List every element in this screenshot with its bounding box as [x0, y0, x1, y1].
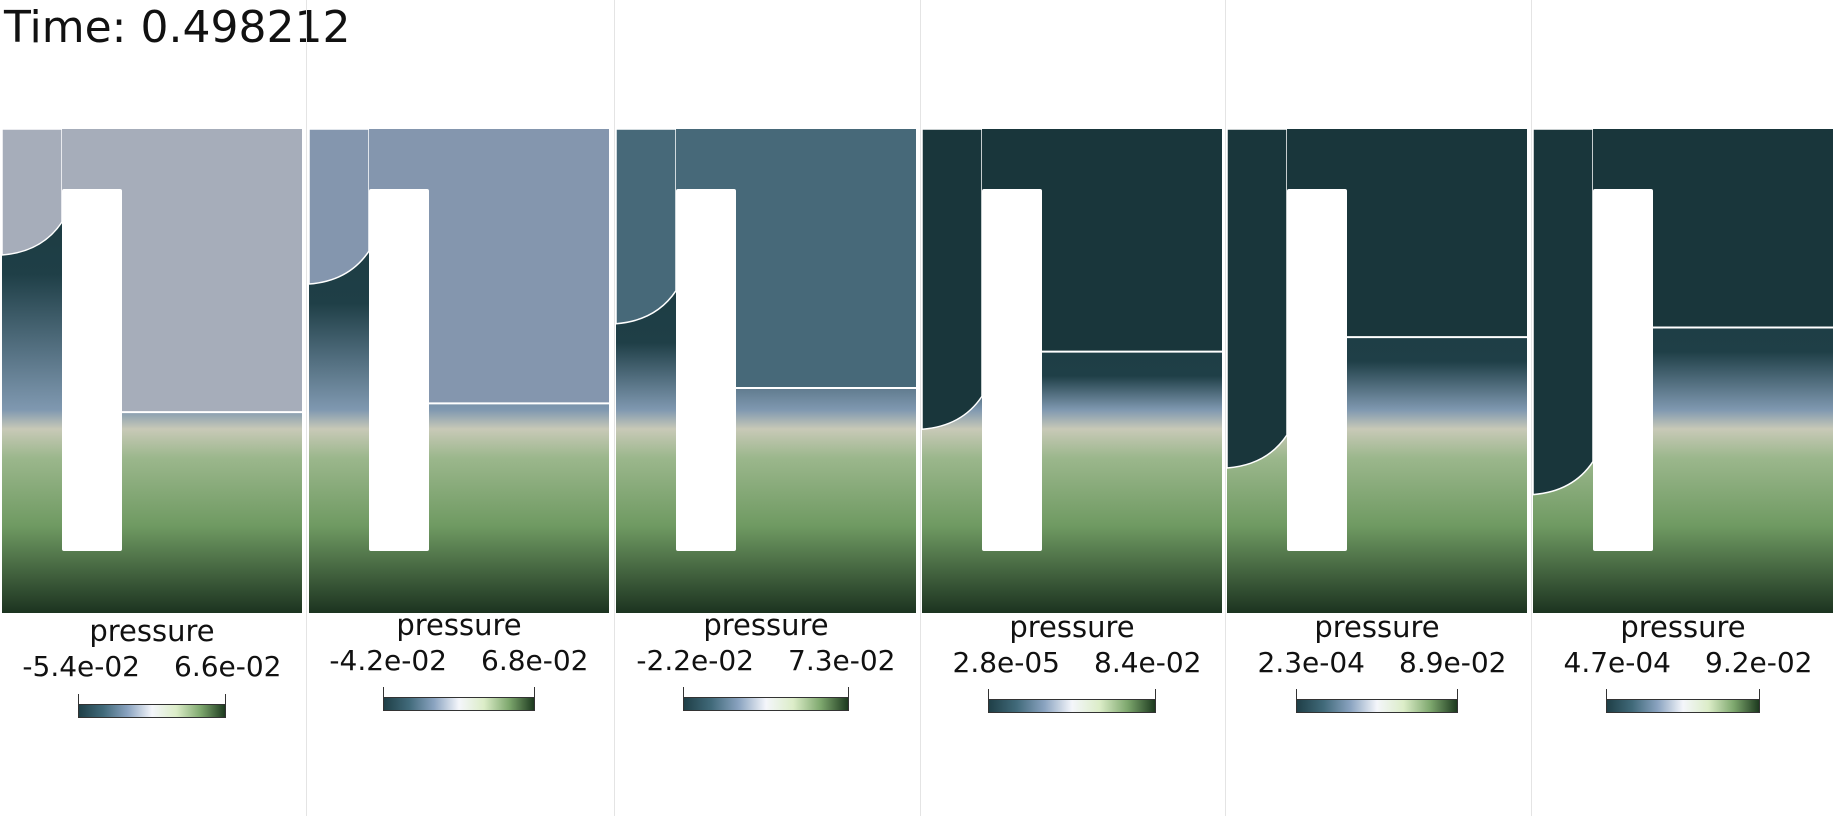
time-label: Time: 0.498212 [4, 2, 351, 53]
flow-panel-4 [922, 129, 1222, 613]
colorbar-tick [988, 689, 989, 713]
colorbar-title: pressure [1314, 610, 1440, 644]
colorbar-tick [534, 687, 535, 711]
colorbar-tick [383, 687, 384, 711]
colorbar-max-label: 7.3e-02 [788, 644, 896, 677]
colorbar-tick [848, 687, 849, 711]
air-region-left [616, 129, 677, 325]
colorbar-tick [683, 687, 684, 711]
colorbar [988, 699, 1156, 713]
panel-divider [920, 0, 921, 816]
flow-field-5 [1227, 129, 1527, 613]
panel-divider [1531, 0, 1532, 816]
flow-panel-5 [1227, 129, 1527, 613]
colorbar-min-label: 4.7e-04 [1563, 646, 1672, 679]
obstacle-block [982, 189, 1042, 551]
colorbar-legend-4: pressure 2.8e-05 8.4e-02 [922, 0, 1222, 816]
colorbar-title: pressure [396, 608, 522, 642]
colorbar-tick [225, 694, 226, 718]
colorbar [78, 704, 226, 718]
colorbar-legend-3: pressure -2.2e-02 7.3e-02 [616, 0, 916, 816]
colorbar [383, 697, 535, 711]
obstacle-block [1593, 189, 1653, 551]
colorbar-max-label: 6.8e-02 [481, 644, 589, 677]
colorbar-tick [1296, 689, 1297, 713]
colorbar-legend-6: pressure 4.7e-04 9.2e-02 [1533, 0, 1833, 816]
obstacle-block [62, 189, 122, 551]
colorbar-max-label: 9.2e-02 [1705, 646, 1813, 679]
panel-divider [306, 0, 307, 816]
colorbar-title: pressure [1620, 610, 1746, 644]
colorbar-min-label: -2.2e-02 [636, 644, 754, 677]
colorbar [1296, 699, 1458, 713]
panel-divider [1225, 0, 1226, 816]
colorbar-tick [1759, 689, 1760, 713]
colorbar [1606, 699, 1760, 713]
obstacle-block [1287, 189, 1347, 551]
colorbar [683, 697, 849, 711]
colorbar-min-label: -4.2e-02 [329, 644, 447, 677]
colorbar-max-label: 8.4e-02 [1094, 646, 1202, 679]
colorbar-min-label: 2.8e-05 [952, 646, 1061, 679]
air-region-left [1533, 129, 1594, 496]
colorbar-legend-1: pressure -5.4e-02 6.6e-02 [2, 0, 302, 816]
flow-panel-1 [2, 129, 302, 613]
colorbar-min-label: -5.4e-02 [22, 650, 140, 683]
colorbar-min-label: 2.3e-04 [1257, 646, 1366, 679]
air-region-left [1227, 129, 1288, 469]
flow-field-2 [309, 129, 609, 613]
flow-field-6 [1533, 129, 1833, 613]
colorbar-title: pressure [703, 608, 829, 642]
colorbar-title: pressure [89, 614, 215, 648]
flow-field-3 [616, 129, 916, 613]
colorbar-legend-5: pressure 2.3e-04 8.9e-02 [1227, 0, 1527, 816]
air-region-left [2, 129, 63, 256]
colorbar-tick [78, 694, 79, 718]
flow-field-1 [2, 129, 302, 613]
obstacle-block [676, 189, 736, 551]
flow-panel-6 [1533, 129, 1833, 613]
colorbar-title: pressure [1009, 610, 1135, 644]
colorbar-tick [1155, 689, 1156, 713]
air-region-left [922, 129, 983, 430]
air-region-left [309, 129, 370, 285]
obstacle-block [369, 189, 429, 551]
colorbar-max-label: 8.9e-02 [1399, 646, 1507, 679]
panel-divider [614, 0, 615, 816]
colorbar-tick [1457, 689, 1458, 713]
colorbar-tick [1606, 689, 1607, 713]
colorbar-legend-2: pressure -4.2e-02 6.8e-02 [309, 0, 609, 816]
colorbar-max-label: 6.6e-02 [174, 650, 282, 683]
flow-field-4 [922, 129, 1222, 613]
flow-panel-2 [309, 129, 609, 613]
flow-panel-3 [616, 129, 916, 613]
